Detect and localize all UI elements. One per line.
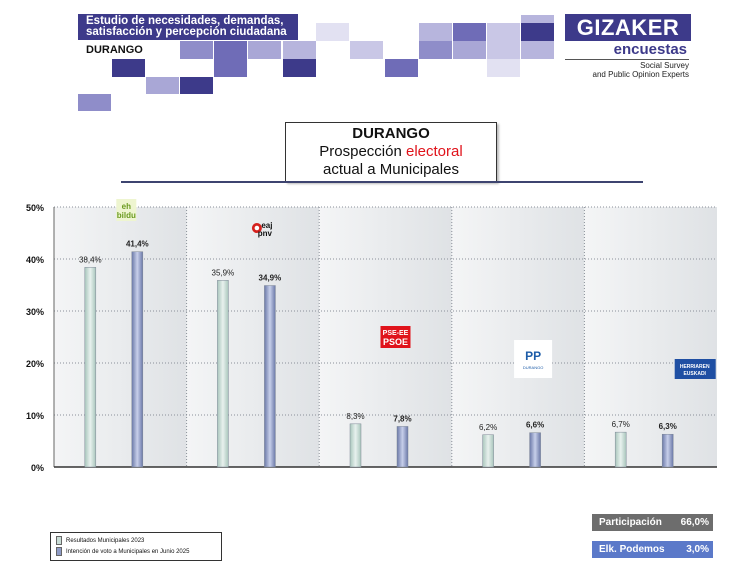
- bar-value-label: 34,9%: [259, 274, 282, 283]
- chart-title: DURANGO: [352, 125, 430, 142]
- ehbildu-logo-text: bildu: [117, 211, 136, 220]
- participation-value: 66,0%: [680, 517, 709, 528]
- participation-box: Participación 66,0%: [592, 514, 713, 531]
- participation-label: Participación: [599, 517, 662, 528]
- study-title-line2: satisfacción y percepción ciudadana: [86, 26, 287, 38]
- bar: [264, 285, 276, 468]
- bar-value-label: 6,6%: [526, 421, 544, 430]
- chart-subtitle-line2: actual a Municipales: [323, 161, 459, 178]
- bar: [217, 280, 229, 468]
- pp-logo-bg: [514, 340, 553, 378]
- psoe-logo-text: PSOE: [383, 337, 408, 347]
- legend-label-2023: Resultados Municipales 2023: [66, 538, 145, 545]
- plot-group-bg: [451, 207, 585, 467]
- pp-logo-subtext: DURANGO: [523, 365, 543, 370]
- plot-group-bg: [584, 207, 717, 467]
- bar: [131, 251, 144, 468]
- brand-rule: [565, 59, 689, 60]
- bar: [84, 267, 97, 468]
- pp-logo-text: PP: [525, 349, 541, 363]
- y-tick-label: 40%: [26, 255, 44, 265]
- subtitle-part-a: Prospección: [319, 143, 406, 160]
- legend-swatch-2025: [56, 547, 62, 556]
- header-mosaic: [78, 15, 554, 111]
- bar-value-label: 41,4%: [126, 240, 149, 249]
- ehbildu-logo-bg: [116, 199, 137, 221]
- bar-value-label: 6,2%: [479, 423, 497, 432]
- chart-subtitle-line1: Prospección electoral: [285, 143, 497, 160]
- bar: [529, 432, 541, 468]
- y-tick-label: 10%: [26, 411, 44, 421]
- legend-label-2025: Intención de voto a Municipales en Junio…: [66, 549, 190, 556]
- title-underline: [121, 181, 643, 183]
- herriaren-logo-text: HERRIAREN: [680, 364, 710, 370]
- plot-group-bg: [186, 207, 320, 467]
- bar-chart: 0% 10% 20% 30% 40% 50% 38,4% 35,9% 8,3% 6,2% 6,7% 4…: [26, 199, 717, 473]
- brand-subtitle: encuestas: [613, 41, 687, 58]
- legend-swatch-2023: [56, 536, 62, 545]
- brand-tagline-1: Social Survey: [640, 61, 689, 70]
- bar-value-label: 35,9%: [212, 268, 235, 277]
- bar: [482, 434, 494, 468]
- bar: [614, 431, 627, 468]
- psoe-logo: [380, 326, 411, 348]
- brand-name: GIZAKER: [576, 15, 680, 40]
- bar-value-label: 6,3%: [659, 422, 677, 431]
- legend: Resultados Municipales 2023 Intención de…: [50, 532, 222, 561]
- bar-value-label: 7,8%: [393, 414, 411, 423]
- bar-value-label: 38,4%: [79, 255, 102, 264]
- y-tick-label: 20%: [26, 359, 44, 369]
- header-town: DURANGO: [86, 44, 143, 56]
- herriaren-logo: [674, 359, 716, 379]
- podemos-value: 3,0%: [686, 544, 709, 555]
- herriaren-logo-text: EUSKADI: [683, 371, 706, 377]
- y-tick-label: 0%: [31, 463, 44, 473]
- study-title-line1: Estudio de necesidades, demandas,: [86, 15, 284, 27]
- legend-item-2025: Intención de voto a Municipales en Junio…: [56, 547, 189, 556]
- brand-logo-box: [565, 14, 691, 41]
- header-band: [78, 14, 298, 40]
- pnv-logo-text: pnv: [258, 229, 273, 238]
- podemos-box: Elk. Podemos 3,0%: [592, 541, 713, 558]
- y-tick-label: 50%: [26, 203, 44, 213]
- pnv-logo-mark-center: [254, 225, 260, 231]
- bar: [396, 426, 409, 468]
- y-tick-label: 30%: [26, 307, 44, 317]
- bar-value-label: 8,3%: [346, 412, 364, 421]
- ehbildu-logo-text: eh: [122, 202, 131, 211]
- bar-value-label: 6,7%: [612, 420, 630, 429]
- title-box: [285, 122, 497, 182]
- plot-group-bg: [54, 207, 187, 467]
- subtitle-part-b: electoral: [406, 143, 463, 160]
- psoe-logo-text: PSE-EE: [383, 330, 409, 337]
- legend-item-2023: Resultados Municipales 2023: [56, 536, 144, 545]
- bar: [349, 423, 362, 468]
- pnv-logo-text: eaj: [261, 221, 272, 230]
- bar: [661, 433, 674, 468]
- podemos-label: Elk. Podemos: [599, 544, 665, 555]
- brand-tagline-2: and Public Opinion Experts: [592, 70, 690, 79]
